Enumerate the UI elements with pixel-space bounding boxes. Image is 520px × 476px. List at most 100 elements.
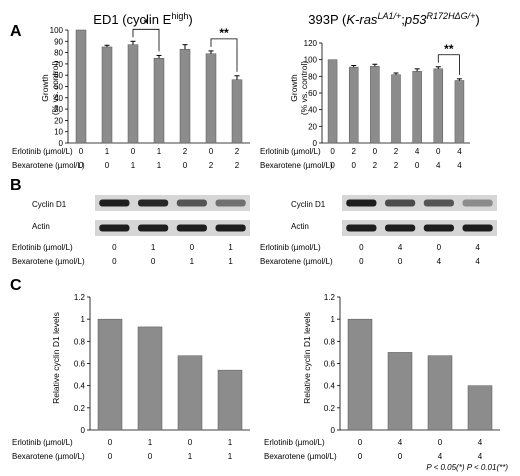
a-right-ytick-label: 20 — [308, 122, 317, 131]
a-left-significance-label: * — [144, 16, 149, 30]
a-left-ytick-label: 80 — [54, 49, 63, 58]
c-left-ytick-label: 0.2 — [74, 404, 86, 413]
a-right-bexarotene-value: 2 — [394, 161, 399, 170]
a-left-erlotinib-value: 2 — [235, 147, 240, 156]
b-left-actin-label: Actin — [32, 222, 50, 231]
c-left-erlotinib-value: 1 — [148, 438, 153, 447]
c-left-ytick-label: 0.8 — [74, 337, 86, 346]
a-right-ytick-label: 0 — [313, 139, 318, 148]
b-right-erlotinib-value: 0 — [437, 243, 442, 252]
c-left-erlotinib-value: 1 — [228, 438, 233, 447]
c-left-erlotinib-value: 0 — [108, 438, 113, 447]
b-left-bexarotene-value: 0 — [151, 257, 156, 266]
a-left-erlotinib-value: 1 — [157, 147, 162, 156]
b-left-actin-band — [99, 224, 130, 232]
c-left-ytick-label: 1.2 — [74, 293, 86, 302]
a-right-bar — [370, 66, 380, 144]
c-right-bar — [347, 318, 373, 431]
c-right-ytick-label: 0.6 — [324, 360, 336, 369]
b-left-cyclin-label: Cyclin D1 — [32, 200, 67, 209]
b-left-erlotinib-label: Erlotinib (µmol/L) — [12, 243, 73, 252]
chart-a-left-ylabel: Growth(% vs. control) — [40, 61, 60, 115]
a-left-bar — [205, 53, 217, 144]
c-left-bexarotene-value: 1 — [188, 452, 193, 461]
a-left-bexarotene-value: 0 — [183, 161, 188, 170]
a-left-ytick-label: 100 — [50, 26, 64, 35]
chart-c-right-ylabel: Relative cyclin D1 levels — [302, 312, 312, 404]
a-left-significance-bracket — [132, 28, 160, 52]
a-left-bar — [101, 46, 113, 144]
c-right-erlotinib-label: Erlotinib (µmol/L) — [264, 438, 325, 447]
a-left-bar — [127, 44, 139, 144]
a-right-bexarotene-value: 4 — [436, 161, 441, 170]
b-right-cyclin-blot — [342, 195, 497, 211]
b-left-erlotinib-value: 1 — [228, 243, 233, 252]
c-left-bar — [217, 369, 243, 431]
c-right-erlotinib-value: 0 — [358, 438, 363, 447]
a-left-erlotinib-value: 1 — [105, 147, 110, 156]
c-left-bexarotene-value: 0 — [108, 452, 113, 461]
a-left-ytick-label: 30 — [54, 105, 63, 114]
c-left-bar — [97, 318, 123, 431]
c-right-ytick-label: 1 — [331, 315, 336, 324]
c-left-erlotinib-value: 0 — [188, 438, 193, 447]
a-left-ytick-label: 90 — [54, 37, 63, 46]
b-right-erlotinib-value: 4 — [475, 243, 480, 252]
c-right-bar — [387, 352, 413, 431]
c-right-bar — [427, 355, 453, 431]
b-left-erlotinib-value: 0 — [112, 243, 117, 252]
b-right-cyclin-band — [462, 199, 493, 207]
a-left-bar — [75, 29, 87, 144]
c-right-erlotinib-value: 4 — [478, 438, 483, 447]
a-right-erlotinib-value: 4 — [457, 147, 462, 156]
b-right-bexarotene-value: 4 — [437, 257, 442, 266]
a-right-significance-label: ** — [444, 42, 454, 56]
a-left-erlotinib-label: Erlotinib (µmol/L) — [12, 147, 73, 156]
a-right-erlotinib-value: 0 — [436, 147, 441, 156]
a-right-erlotinib-value: 2 — [351, 147, 356, 156]
a-right-significance-bracket — [437, 54, 460, 75]
a-left-erlotinib-value: 2 — [183, 147, 188, 156]
b-right-erlotinib-value: 4 — [398, 243, 403, 252]
c-right-bexarotene-value: 4 — [478, 452, 483, 461]
a-left-bexarotene-value: 1 — [131, 161, 136, 170]
a-left-erlotinib-value: 0 — [131, 147, 136, 156]
c-left-erlotinib-label: Erlotinib (µmol/L) — [12, 438, 73, 447]
b-left-bexarotene-value: 0 — [112, 257, 117, 266]
b-right-cyclin-band — [423, 199, 454, 207]
b-right-cyclin-band — [346, 199, 377, 207]
b-right-cyclin-label: Cyclin D1 — [291, 200, 326, 209]
c-right-ytick-label: 1.2 — [324, 293, 336, 302]
a-left-erlotinib-value: 0 — [79, 147, 84, 156]
a-right-bexarotene-value: 0 — [330, 161, 335, 170]
b-right-actin-label: Actin — [291, 222, 309, 231]
b-left-bexarotene-value: 1 — [190, 257, 195, 266]
b-right-actin-band — [462, 224, 493, 232]
a-right-bar — [327, 59, 338, 144]
a-right-ytick-label: 100 — [304, 56, 318, 65]
a-left-ytick-label: 60 — [54, 71, 63, 80]
chart-a-right-ylabel: Growth(% vs. control) — [289, 61, 309, 115]
b-left-erlotinib-value: 1 — [151, 243, 156, 252]
a-right-ytick-label: 60 — [308, 89, 317, 98]
b-right-cyclin-band — [385, 199, 416, 207]
c-left-bar — [137, 326, 163, 431]
c-right-bexarotene-value: 4 — [438, 452, 443, 461]
c-left-ytick-label: 0.6 — [74, 360, 86, 369]
b-right-actin-band — [346, 224, 377, 232]
a-left-bar — [179, 48, 191, 144]
chart-a-left-title: ED1 (cyclin Ehigh) — [93, 11, 192, 27]
panel-label-b: B — [10, 177, 22, 194]
a-right-bar — [454, 80, 465, 144]
b-left-actin-blot — [95, 220, 250, 236]
a-right-erlotinib-value: 0 — [373, 147, 378, 156]
b-left-bexarotene-label: Bexarotene (µmol/L) — [12, 257, 85, 266]
b-right-erlotinib-value: 0 — [359, 243, 364, 252]
c-right-ytick-label: 0.4 — [324, 382, 336, 391]
c-right-bexarotene-label: Bexarotene (µmol/L) — [264, 452, 337, 461]
chart-c-left-ylabel: Relative cyclin D1 levels — [51, 312, 61, 404]
a-right-erlotinib-value: 4 — [415, 147, 420, 156]
c-right-bexarotene-value: 0 — [358, 452, 363, 461]
b-right-actin-band — [423, 224, 454, 232]
